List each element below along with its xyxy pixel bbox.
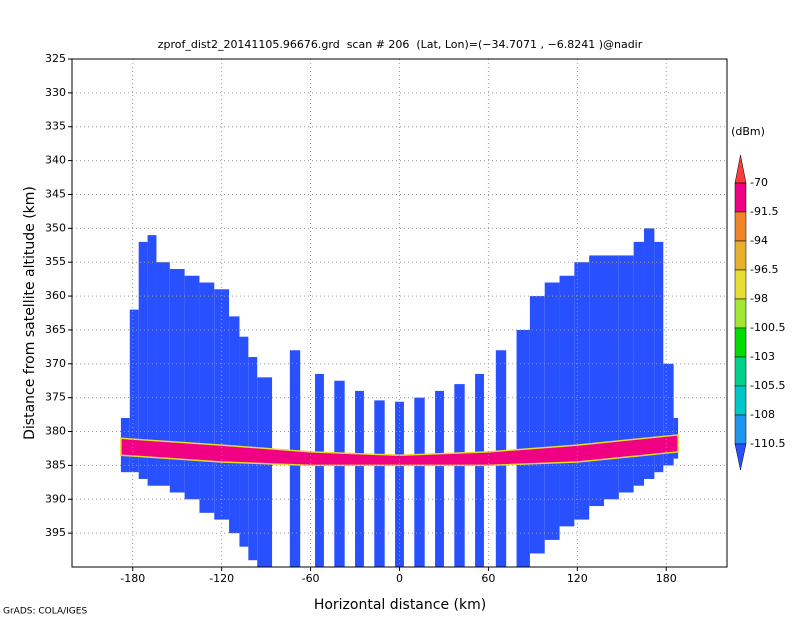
x-tick-label: -60 <box>302 572 320 585</box>
colorbar-label: -91.5 <box>750 205 778 218</box>
y-tick-label: 350 <box>45 221 66 234</box>
echo-column <box>589 255 605 507</box>
y-tick-label: 325 <box>45 52 66 65</box>
y-axis-label: Distance from satellite altitude (km) <box>22 186 38 440</box>
echo-column <box>454 384 465 567</box>
x-tick-label: 0 <box>396 572 403 585</box>
colorbar-segment <box>734 356 747 387</box>
x-axis-label: Horizontal distance (km) <box>314 597 486 613</box>
echo-column <box>559 275 575 527</box>
echo-column <box>574 262 590 520</box>
colorbar-cap <box>734 443 747 471</box>
colorbar-label: -108 <box>750 408 775 421</box>
y-tick-label: 395 <box>45 526 66 539</box>
y-tick-label: 345 <box>45 187 66 200</box>
colorbar-label: -94 <box>750 234 768 247</box>
colorbar-label: -100.5 <box>750 321 785 334</box>
colorbar-segment <box>734 298 747 329</box>
echo-column <box>169 268 185 493</box>
colorbar-segment <box>734 240 747 271</box>
y-tick-label: 370 <box>45 357 66 370</box>
plot-frame <box>71 58 728 568</box>
colorbar-segment <box>734 327 747 358</box>
echo-column <box>618 255 634 493</box>
echo-column <box>334 380 345 567</box>
echo-column <box>663 363 674 466</box>
colorbar-segment <box>734 211 747 242</box>
y-tick-label: 335 <box>45 120 66 133</box>
echo-column <box>315 373 324 567</box>
echo-column <box>529 296 545 554</box>
echo-column <box>544 282 560 540</box>
echo-column <box>395 401 404 567</box>
y-tick-label: 340 <box>45 154 66 167</box>
y-tick-label: 375 <box>45 391 66 404</box>
x-tick-label: -120 <box>209 572 234 585</box>
echo-column <box>355 390 364 567</box>
echo-column <box>435 390 444 567</box>
y-tick-label: 385 <box>45 458 66 471</box>
echo-column <box>156 262 170 486</box>
y-tick-label: 380 <box>45 425 66 438</box>
echo-column <box>644 228 655 479</box>
echo-column <box>604 255 619 500</box>
echo-column <box>374 400 385 567</box>
colorbar-segment <box>734 269 747 300</box>
y-tick-label: 390 <box>45 492 66 505</box>
echo-column <box>138 241 148 479</box>
colorbar-segment <box>734 385 747 416</box>
echo-column <box>239 336 249 547</box>
chart-title: zprof_dist2_20141105.96676.grd scan # 20… <box>158 38 643 51</box>
x-tick-label: 60 <box>481 572 495 585</box>
echo-column <box>654 241 664 473</box>
x-tick-label: 120 <box>567 572 588 585</box>
colorbar-segment <box>734 182 747 213</box>
y-tick-label: 330 <box>45 86 66 99</box>
colorbar-label: -105.5 <box>750 379 785 392</box>
echo-column <box>475 373 484 567</box>
x-tick-label: 180 <box>656 572 677 585</box>
colorbar-label: -110.5 <box>750 437 785 450</box>
echo-column <box>257 377 273 567</box>
colorbar-unit: (dBm) <box>731 125 765 138</box>
echo-column <box>633 241 645 486</box>
echo-column <box>147 235 157 486</box>
colorbar-segment <box>734 414 747 445</box>
x-tick-label: -180 <box>120 572 145 585</box>
colorbar-cap <box>734 154 747 184</box>
colorbar-label: -103 <box>750 350 775 363</box>
y-tick-label: 355 <box>45 255 66 268</box>
echo-column <box>129 309 139 473</box>
echo-column <box>229 316 240 534</box>
y-tick-label: 365 <box>45 323 66 336</box>
colorbar-label: -96.5 <box>750 263 778 276</box>
y-tick-label: 360 <box>45 289 66 302</box>
surface-band <box>120 434 679 467</box>
echo-column <box>414 397 425 567</box>
colorbar-label: -70 <box>750 176 768 189</box>
colorbar-label: -98 <box>750 292 768 305</box>
credit: GrADS: COLA/IGES <box>3 607 87 617</box>
